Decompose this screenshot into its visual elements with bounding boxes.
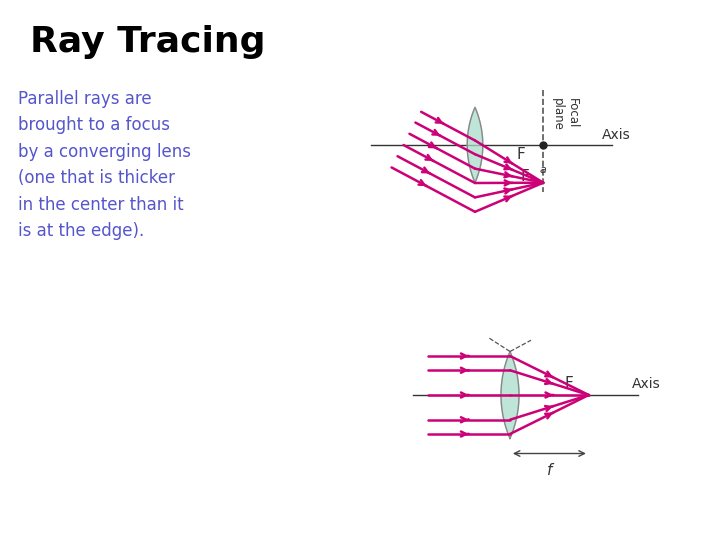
Text: F: F [564, 376, 572, 391]
Text: F: F [521, 168, 529, 184]
Text: Ray Tracing: Ray Tracing [30, 25, 266, 59]
Text: a: a [539, 165, 546, 175]
Text: Parallel rays are
brought to a focus
by a converging lens
(one that is thicker
i: Parallel rays are brought to a focus by … [18, 90, 191, 240]
Text: Axis: Axis [631, 377, 660, 391]
Text: f: f [546, 463, 552, 478]
Text: Focal
plane: Focal plane [551, 98, 579, 131]
Polygon shape [501, 352, 519, 438]
Text: Axis: Axis [602, 128, 631, 142]
Polygon shape [467, 107, 483, 183]
Text: F: F [516, 147, 526, 162]
